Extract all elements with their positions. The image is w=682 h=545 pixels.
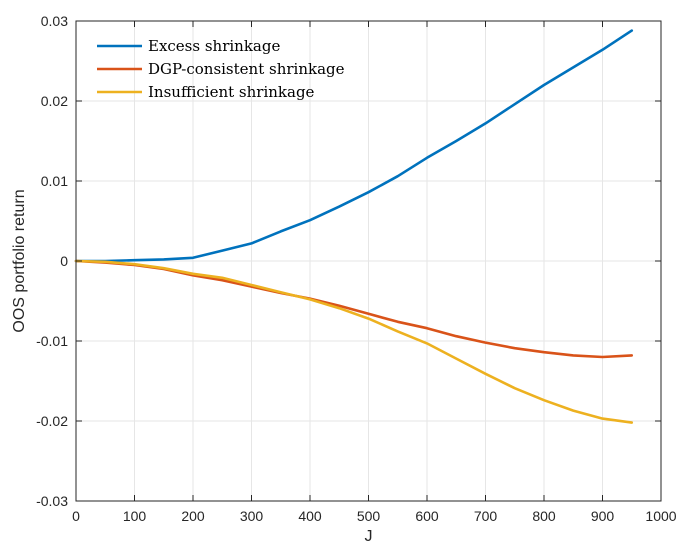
legend-label: Insufficient shrinkage — [148, 83, 315, 101]
y-tick-label: 0.02 — [41, 93, 68, 109]
legend: Excess shrinkage DGP-consistent shrinkage… — [97, 37, 345, 101]
grid-lines — [76, 21, 661, 501]
x-tick-label: 1000 — [645, 508, 676, 524]
x-tick-label: 100 — [123, 508, 147, 524]
x-tick-label: 500 — [357, 508, 381, 524]
x-tick-label: 600 — [415, 508, 439, 524]
y-tick-label: 0.03 — [41, 13, 68, 29]
x-tick-label: 300 — [240, 508, 264, 524]
y-tick-labels: -0.03 -0.02 -0.01 0 0.01 0.02 0.03 — [36, 13, 68, 509]
y-axis-label: OOS portfolio return — [11, 189, 28, 332]
series-line-0 — [74, 29, 634, 263]
y-tick-label: 0.01 — [41, 173, 68, 189]
y-tick-label: -0.03 — [36, 493, 68, 509]
x-tick-label: 800 — [532, 508, 556, 524]
x-tick-label: 0 — [72, 508, 80, 524]
axis-ticks — [75, 20, 662, 502]
data-lines — [74, 29, 634, 424]
y-tick-label: -0.02 — [36, 413, 68, 429]
legend-label: Excess shrinkage — [148, 37, 280, 55]
x-tick-label: 900 — [591, 508, 615, 524]
y-tick-label: -0.01 — [36, 333, 68, 349]
x-axis-label: J — [365, 528, 373, 545]
x-tick-label: 400 — [298, 508, 322, 524]
series-line-2 — [74, 259, 634, 424]
x-tick-label: 700 — [474, 508, 498, 524]
y-tick-label: 0 — [60, 253, 68, 269]
x-tick-labels: 0 100 200 300 400 500 600 700 800 900 1000 — [72, 508, 677, 524]
legend-label: DGP-consistent shrinkage — [148, 60, 345, 78]
x-tick-label: 200 — [181, 508, 205, 524]
